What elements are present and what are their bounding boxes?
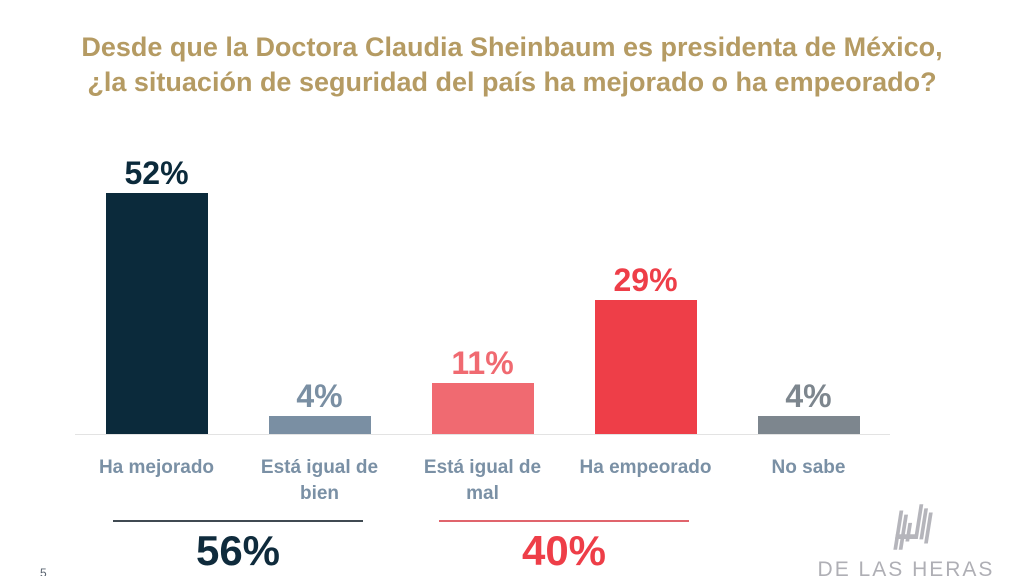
bar-category-label: Está igual de mal	[401, 435, 564, 506]
title-line-2: ¿la situación de seguridad del país ha m…	[87, 67, 937, 98]
bar-value-label: 4%	[296, 377, 343, 414]
bar-column-1: 52%	[75, 157, 238, 434]
page-title: Desde que la Doctora Claudia Sheinbaum e…	[0, 30, 1024, 100]
bar	[105, 193, 208, 434]
bar	[594, 299, 697, 434]
slide: Desde que la Doctora Claudia Sheinbaum e…	[0, 30, 1024, 576]
bar-category-label: No sabe	[727, 435, 890, 506]
bar-value-label: 52%	[124, 155, 189, 192]
title-line-1: Desde que la Doctora Claudia Sheinbaum e…	[81, 32, 943, 62]
bar	[757, 415, 860, 434]
chart-group-summaries: 56% 40%	[75, 520, 890, 576]
bar-column-5: 4%	[727, 377, 890, 434]
bar-value-label: 11%	[451, 345, 514, 381]
bar-category-label-text: No sabe	[771, 457, 846, 478]
page-number: 5	[40, 566, 47, 576]
bar-column-2: 4%	[238, 377, 401, 434]
bar-category-label: Está igual de bien	[238, 435, 401, 506]
bar-category-label-text: Ha empeorado	[579, 457, 712, 478]
bar	[431, 383, 534, 434]
bar-value-label: 4%	[785, 377, 832, 414]
bar	[268, 415, 371, 434]
chart-plot: 52% 4% 11% 29% 4%	[75, 148, 890, 434]
bar-category-label: Ha mejorado	[75, 435, 238, 506]
group-total-label: 56%	[195, 527, 281, 575]
bar-column-4: 29%	[564, 264, 727, 434]
group-underline-2	[439, 520, 689, 523]
logo-name: DE LAS HERAS	[817, 558, 995, 576]
bar-category-label-text: Ha mejorado	[98, 457, 215, 478]
group-total-label: 40%	[521, 527, 607, 575]
bar-value-label: 29%	[613, 261, 678, 298]
de-las-heras-logo: DE LAS HERAS DEMOTECNIA	[816, 496, 996, 576]
bar-chart: 52% 4% 11% 29% 4% Ha mejorado Está igual de b…	[75, 148, 890, 576]
group-underline-1	[113, 520, 363, 523]
chart-category-labels: Ha mejorado Está igual de bien Está igual …	[75, 435, 890, 506]
chart-baseline-axis	[75, 434, 890, 435]
bar-category-label: Ha empeorado	[564, 435, 727, 506]
bar-column-3: 11%	[401, 347, 564, 434]
de-las-heras-logo-icon	[893, 504, 933, 550]
bar-category-label-text: Está igual de bien	[260, 457, 379, 504]
bar-category-label-text: Está igual de mal	[423, 457, 542, 504]
